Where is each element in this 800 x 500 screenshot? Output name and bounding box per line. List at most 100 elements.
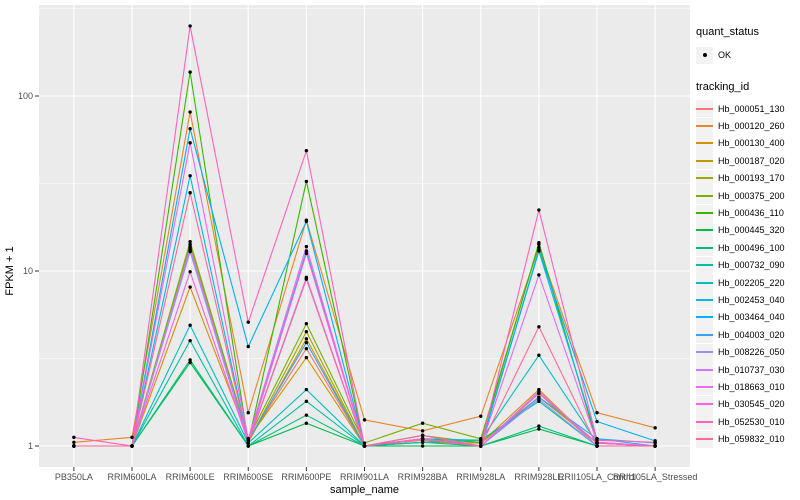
data-point-Hb_002205_220-RRIM928LE xyxy=(537,353,541,357)
ok-point-icon xyxy=(696,46,713,64)
data-point-Hb_002205_220-RRIM928LA xyxy=(479,438,483,442)
legend-item-Hb_000732_090: Hb_000732_090 xyxy=(696,256,800,274)
data-point-Hb_002205_220-RRIM600PE xyxy=(304,387,309,392)
data-point-Hb_002453_040-RRIM600LE xyxy=(188,174,192,178)
data-point-Hb_059832_010-RRII105LA_Stressed xyxy=(653,444,657,448)
legend-key-line-icon xyxy=(696,274,713,292)
data-point-Hb_018663_010-RRIM928LE xyxy=(537,273,541,277)
data-point-Hb_030545_020-RRIM928LE xyxy=(537,391,541,396)
x-tick-label-RRII105LA_Stressed: RRII105LA_Stressed xyxy=(613,472,698,482)
legend-item-label: Hb_000130_400 xyxy=(718,138,785,149)
legend-item-label: Hb_000436_110 xyxy=(718,208,784,219)
legend-item-label: Hb_000051_130 xyxy=(718,103,785,114)
data-point-Hb_000120_260-RRIM928BA xyxy=(420,429,425,433)
data-point-Hb_059832_010-RRIM600LA xyxy=(130,444,134,448)
data-point-Hb_000120_260-RRIM600SE xyxy=(246,410,250,415)
legend-item-label: Hb_002205_220 xyxy=(718,277,785,288)
data-point-Hb_000375_200-RRIM901LA xyxy=(362,441,367,445)
legend-item-Hb_059832_010: Hb_059832_010 xyxy=(696,430,800,448)
data-point-Hb_018663_010-RRIM600LE xyxy=(188,141,192,145)
legend-key-line-icon xyxy=(696,413,713,431)
data-point-Hb_000732_090-RRIM600LE xyxy=(188,338,192,343)
data-point-Hb_000120_260-RRII105LA_Stressed xyxy=(653,426,657,430)
data-point-Hb_000051_130-RRIM600PE xyxy=(304,346,309,351)
data-point-Hb_052530_010-RRIM600PE xyxy=(304,148,309,153)
legend-key-line-icon xyxy=(696,169,713,187)
legend-item-label: Hb_004003_020 xyxy=(718,329,785,340)
data-point-Hb_002453_040-RRIM600PE xyxy=(304,249,309,253)
data-point-Hb_000375_200-RRIM928BA xyxy=(420,421,425,425)
legend-item-Hb_000130_400: Hb_000130_400 xyxy=(696,134,800,152)
legend-item-label: Hb_008226_050 xyxy=(718,347,785,358)
legend-item-Hb_010737_030: Hb_010737_030 xyxy=(696,361,800,379)
data-point-Hb_059832_010-RRIM901LA xyxy=(362,444,367,448)
legend-item-label: Hb_000187_020 xyxy=(718,155,785,166)
legend-key-line-icon xyxy=(696,430,713,448)
legend-item-Hb_000496_100: Hb_000496_100 xyxy=(696,239,800,257)
x-tick-label-RRIM600SE: RRIM600SE xyxy=(223,472,273,482)
data-point-Hb_059832_010-RRIM600PE xyxy=(304,277,309,281)
data-point-Hb_000120_260-RRIM901LA xyxy=(362,418,367,422)
legend-key-line-icon xyxy=(696,395,713,413)
legend-item-Hb_002205_220: Hb_002205_220 xyxy=(696,274,800,292)
legend-item-label: Hb_059832_010 xyxy=(718,434,785,445)
legend-item-Hb_003464_040: Hb_003464_040 xyxy=(696,308,800,326)
legend-item-Hb_004003_020: Hb_004003_020 xyxy=(696,326,800,344)
data-point-Hb_000130_400-RRIM600LE xyxy=(188,285,192,289)
legend-title-quant-status: quant_status xyxy=(696,26,759,38)
data-point-Hb_030545_020-RRIM600LE xyxy=(188,270,192,274)
legend-key-line-icon xyxy=(696,361,713,379)
legend-item-Hb_030545_020: Hb_030545_020 xyxy=(696,395,800,413)
data-point-Hb_052530_010-RRIM600LE xyxy=(188,24,192,28)
data-point-Hb_000375_200-RRIM600LE xyxy=(188,240,192,244)
data-point-Hb_018663_010-RRIM600PE xyxy=(304,244,309,249)
legend-key-line-icon xyxy=(696,256,713,274)
data-point-Hb_000120_260-RRIM600LA xyxy=(130,435,134,440)
data-point-Hb_000445_320-RRIM600PE xyxy=(304,421,309,425)
legend-item-label: Hb_000120_260 xyxy=(718,121,785,132)
legend-item-Hb_002453_040: Hb_002453_040 xyxy=(696,291,800,309)
legend-item-Hb_000375_200: Hb_000375_200 xyxy=(696,187,800,205)
legend-key-line-icon xyxy=(696,308,713,326)
legend-key-line-icon xyxy=(696,134,713,152)
data-point-Hb_030545_020-RRII105LA_Control xyxy=(595,441,599,445)
legend-item-Hb_000436_110: Hb_000436_110 xyxy=(696,204,800,222)
data-point-Hb_000120_260-PB350LA xyxy=(72,440,76,444)
legend-item-label: Hb_030545_020 xyxy=(718,399,785,410)
data-point-Hb_000436_110-RRIM600PE xyxy=(304,179,309,184)
data-point-Hb_000496_100-RRIM928LE xyxy=(537,424,541,428)
legend-item-label: Hb_000445_320 xyxy=(718,225,785,236)
data-point-Hb_000732_090-RRIM928BA xyxy=(420,440,425,444)
legend-key-line-icon xyxy=(696,204,713,222)
data-point-Hb_003464_040-RRIM600LE xyxy=(188,127,192,131)
x-tick-label-RRIM600PE: RRIM600PE xyxy=(281,472,331,482)
x-axis-title: sample_name xyxy=(330,484,399,496)
x-tick-label-RRIM600LA: RRIM600LA xyxy=(107,472,156,482)
data-point-Hb_000130_400-RRIM600PE xyxy=(304,355,309,360)
legend-key-line-icon xyxy=(696,117,713,135)
data-point-Hb_052530_010-RRII105LA_Stressed xyxy=(653,440,657,444)
legend-item-quant-ok: OK xyxy=(696,45,800,65)
y-axis-title: FPKM + 1 xyxy=(4,246,16,295)
legend-key-line-icon xyxy=(696,326,713,344)
x-tick-label-RRIM901LA: RRIM901LA xyxy=(340,472,389,482)
legend-item-label: Hb_000732_090 xyxy=(718,260,785,271)
x-tick-label-RRIM928LA: RRIM928LA xyxy=(456,472,505,482)
x-tick-label-RRIM928LE: RRIM928LE xyxy=(514,472,563,482)
data-point-Hb_052530_010-PB350LA xyxy=(72,435,76,440)
data-point-Hb_030545_020-RRIM600PE xyxy=(304,251,309,256)
data-point-Hb_010737_030-RRIM600LE xyxy=(188,246,192,250)
data-point-Hb_002205_220-RRIM600LE xyxy=(188,323,192,327)
data-point-Hb_059832_010-RRIM600LE xyxy=(188,191,192,195)
legend-key-line-icon xyxy=(696,291,713,309)
legend-item-label: Hb_003464_040 xyxy=(718,312,785,323)
data-point-Hb_018663_010-RRIM600SE xyxy=(246,437,250,441)
x-tick-label-PB350LA: PB350LA xyxy=(55,472,93,482)
legend-item-Hb_052530_010: Hb_052530_010 xyxy=(696,413,800,431)
legend-item-Hb_000187_020: Hb_000187_020 xyxy=(696,152,800,170)
data-point-Hb_059832_010-RRIM928LA xyxy=(479,444,483,448)
data-point-Hb_059832_010-RRII105LA_Control xyxy=(595,444,599,448)
legend-item-label: Hb_002453_040 xyxy=(718,294,785,305)
